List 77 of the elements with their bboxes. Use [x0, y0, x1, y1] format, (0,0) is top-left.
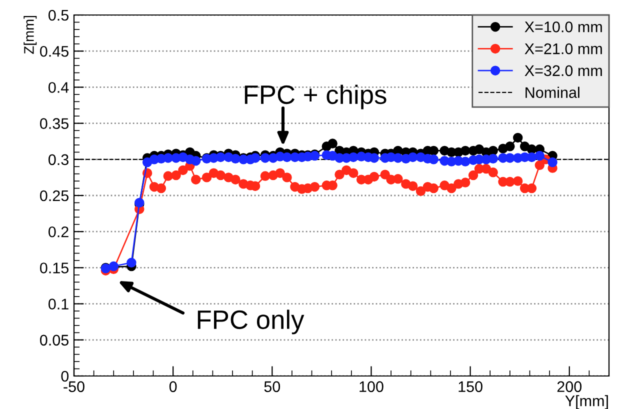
y-axis-title: Z[mm]: [24, 16, 37, 54]
annotation: FPC only: [198, 310, 304, 334]
point: [408, 152, 418, 162]
point: [126, 258, 136, 268]
y-tick-label: 0: [61, 370, 69, 382]
point: [393, 153, 403, 163]
point: [230, 174, 240, 184]
point: [250, 153, 260, 163]
y-tick-label: 0.3: [48, 154, 68, 166]
point: [416, 186, 426, 196]
y-tick-label: 0.45: [40, 46, 68, 57]
point: [488, 168, 498, 178]
point: [428, 183, 438, 194]
legend-label: Nominal: [526, 86, 580, 98]
x-tick-label: -50: [64, 381, 84, 392]
x-axis-title: Y[mm]: [565, 395, 608, 409]
point: [282, 172, 292, 182]
point: [310, 182, 320, 192]
point: [534, 150, 545, 161]
point: [348, 152, 358, 162]
point: [505, 176, 515, 187]
point: [534, 160, 545, 170]
point: [460, 178, 470, 188]
point: [282, 152, 292, 162]
point: [275, 168, 285, 178]
y-tick-label: 0.5: [48, 10, 68, 21]
point: [505, 153, 515, 163]
point: [191, 174, 201, 184]
point: [348, 168, 358, 178]
y-tick-label: 0.2: [48, 226, 68, 238]
point: [260, 171, 270, 181]
y-tick-label: 0.1: [48, 298, 68, 310]
point: [468, 170, 478, 180]
x-tick-label: 150: [458, 381, 482, 392]
x-tick-label: 50: [264, 381, 280, 392]
x-tick-label: 200: [557, 381, 582, 392]
y-tick-label: 0.25: [40, 190, 68, 202]
point: [408, 181, 418, 191]
y-tick-label: 0.35: [40, 118, 68, 129]
annotation: FPC + chips: [244, 84, 386, 110]
point: [369, 153, 380, 163]
point: [216, 170, 226, 180]
point: [460, 146, 470, 156]
y-tick-label: 0.4: [48, 82, 69, 93]
point: [428, 154, 438, 164]
point: [488, 146, 498, 156]
point: [191, 156, 201, 166]
point: [481, 164, 492, 174]
y-tick-label: 0.15: [40, 262, 68, 274]
point: [512, 132, 523, 143]
point: [260, 153, 270, 163]
point: [156, 183, 166, 194]
point: [505, 142, 515, 152]
point: [548, 157, 558, 168]
point: [171, 170, 181, 180]
y-tick-label: 0.05: [40, 334, 68, 346]
point: [526, 152, 537, 162]
point: [380, 170, 390, 180]
point: [526, 183, 537, 194]
point: [163, 171, 173, 181]
point: [334, 170, 344, 180]
legend-label: X=32.0 mm: [524, 65, 602, 76]
point: [328, 138, 338, 148]
point: [202, 172, 212, 182]
legend-label: X=21.0 mm: [524, 43, 602, 54]
point: [393, 174, 403, 184]
point: [460, 156, 470, 166]
point: [178, 165, 188, 176]
point: [446, 183, 456, 194]
point: [163, 153, 173, 163]
point: [488, 154, 498, 164]
x-tick-label: 0: [169, 381, 177, 392]
legend-label: X=10.0 mm: [524, 22, 602, 32]
point: [230, 154, 240, 164]
x-tick-label: 100: [360, 381, 384, 392]
point: [369, 172, 380, 182]
point: [512, 176, 523, 186]
